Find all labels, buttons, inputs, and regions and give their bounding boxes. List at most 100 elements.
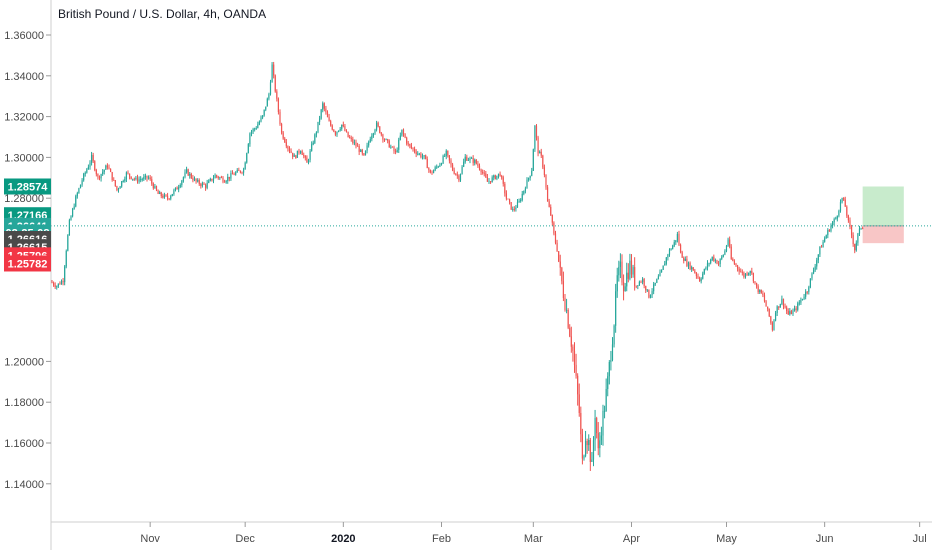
- candle-body: [423, 155, 425, 157]
- candle-body: [711, 256, 713, 260]
- candle-body: [84, 172, 86, 174]
- candle-body: [216, 175, 218, 177]
- candle-body: [298, 150, 300, 153]
- candle-body: [447, 150, 449, 156]
- candle-body: [222, 177, 224, 182]
- candle-body: [562, 281, 565, 298]
- candle-body: [770, 316, 772, 323]
- candle-body: [220, 177, 223, 179]
- candle-body: [323, 103, 325, 109]
- candle-body: [708, 263, 710, 264]
- price-axis[interactable]: 1.36000 1.34000 1.32000 1.30000 1.28000 1.200…: [4, 30, 51, 491]
- candle-body: [855, 242, 857, 251]
- candle-body: [415, 151, 417, 155]
- candle-body: [406, 137, 408, 144]
- candle-body: [136, 177, 139, 182]
- x-tick-label: Mar: [524, 533, 543, 545]
- candle-body: [201, 183, 204, 186]
- candle-body: [736, 265, 739, 269]
- candle-body: [477, 163, 479, 166]
- candle-body: [409, 144, 411, 146]
- candle-body: [512, 209, 514, 210]
- candle-body: [417, 153, 419, 155]
- candle-body: [223, 181, 226, 183]
- candle-body: [130, 176, 132, 179]
- candle-body: [64, 266, 66, 283]
- candle-body: [421, 156, 424, 158]
- candle-body: [843, 197, 845, 200]
- candle-body: [108, 167, 110, 169]
- time-axis[interactable]: Nov Dec 2020 Feb Mar Apr May Jun Jul: [140, 522, 927, 545]
- candle-body: [600, 435, 603, 441]
- candle-body: [615, 291, 617, 326]
- candle-body: [187, 169, 189, 176]
- candle-body: [94, 161, 96, 171]
- candle-body: [185, 169, 188, 173]
- candle-body: [554, 233, 557, 243]
- candle-body: [553, 222, 555, 234]
- candle-body: [149, 177, 151, 180]
- candle-body: [371, 135, 373, 140]
- candle-body: [710, 259, 712, 264]
- candle-body: [399, 135, 401, 140]
- candle-body: [675, 240, 677, 243]
- candle-body: [526, 179, 528, 189]
- candle-body: [833, 219, 835, 223]
- candle-body: [214, 175, 216, 179]
- candle-body: [610, 360, 612, 363]
- candle-body: [789, 311, 791, 315]
- candle-body: [293, 155, 295, 157]
- candle-body: [673, 242, 675, 246]
- candle-body: [499, 173, 501, 177]
- candle-body: [98, 176, 101, 179]
- candle-body: [304, 156, 306, 158]
- candle-body: [231, 173, 234, 175]
- candle-body: [212, 178, 215, 181]
- candle-body: [618, 266, 620, 276]
- stop-zone[interactable]: [862, 225, 904, 244]
- candle-body: [121, 181, 123, 187]
- candle-body: [505, 193, 508, 199]
- candle-body: [556, 242, 558, 252]
- candle-body: [287, 146, 289, 149]
- candle-body: [781, 298, 783, 305]
- candle-body: [377, 122, 379, 127]
- candle-body: [413, 148, 416, 152]
- candle-body: [790, 311, 793, 315]
- candle-body: [437, 166, 439, 168]
- candle-body: [67, 235, 69, 251]
- candle-body: [219, 177, 221, 179]
- candle-body: [360, 149, 362, 152]
- candle-body: [635, 285, 637, 287]
- target-zone[interactable]: [862, 186, 904, 226]
- candle-body: [584, 440, 587, 456]
- candle-body: [296, 150, 299, 158]
- candle-body: [651, 291, 653, 295]
- candle-body: [100, 174, 102, 179]
- candle-body: [412, 147, 414, 149]
- candle-body: [744, 273, 747, 277]
- candle-body: [808, 287, 810, 292]
- position-zones[interactable]: [862, 186, 904, 244]
- candle-body: [307, 159, 310, 163]
- candle-body: [717, 263, 720, 265]
- candle-body: [83, 173, 85, 181]
- candle-body: [679, 244, 682, 253]
- candle-body: [755, 282, 758, 287]
- candle-body: [771, 322, 774, 330]
- candle-body: [825, 235, 827, 239]
- candle-body: [599, 440, 601, 449]
- candle-body: [459, 174, 462, 181]
- candle-body: [190, 173, 192, 178]
- candle-body: [706, 263, 709, 268]
- candle-body: [325, 108, 327, 113]
- candle-body: [135, 177, 137, 180]
- candle-body: [337, 130, 340, 132]
- candle-body: [138, 179, 140, 182]
- candle-body: [854, 244, 856, 251]
- candle-body: [128, 173, 131, 177]
- candle-body: [54, 285, 56, 288]
- candle-body: [814, 266, 816, 271]
- candle-body: [70, 216, 72, 221]
